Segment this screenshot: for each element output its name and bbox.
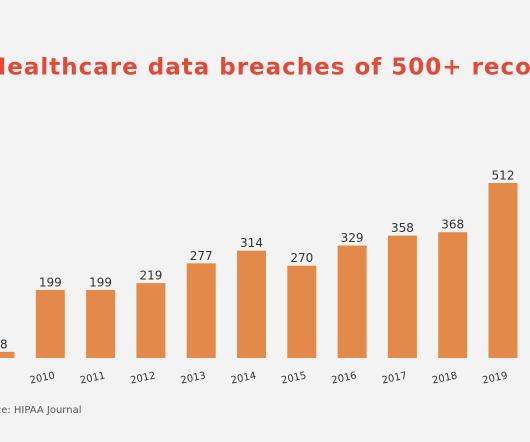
value-label: 199 bbox=[39, 275, 62, 289]
x-tick-label: 2010 bbox=[29, 370, 56, 386]
bar bbox=[35, 289, 65, 358]
value-label: 219 bbox=[139, 269, 162, 283]
bar bbox=[387, 235, 417, 358]
value-label: 368 bbox=[441, 218, 464, 232]
x-tick-label: 2014 bbox=[230, 370, 257, 386]
bar bbox=[136, 283, 166, 358]
value-label: 512 bbox=[492, 169, 515, 183]
bar bbox=[86, 289, 116, 358]
value-label: 18 bbox=[0, 337, 8, 351]
source: Source: HIPAA Journal bbox=[0, 405, 81, 416]
value-label: 199 bbox=[89, 275, 112, 289]
value-label: 329 bbox=[341, 231, 364, 245]
bar bbox=[287, 265, 317, 358]
bar bbox=[186, 263, 216, 358]
value-label: 314 bbox=[240, 236, 263, 250]
x-tick-label: 2013 bbox=[180, 370, 207, 386]
bar bbox=[488, 183, 518, 358]
bar bbox=[337, 245, 367, 358]
x-tick-label: 2012 bbox=[129, 370, 156, 386]
bar bbox=[237, 250, 266, 358]
bar bbox=[0, 351, 15, 358]
value-label: 277 bbox=[190, 249, 213, 263]
x-tick-label: 2019 bbox=[482, 370, 509, 386]
x-tick-label: 2015 bbox=[280, 370, 307, 386]
bar bbox=[438, 232, 468, 358]
x-tick-label: 2016 bbox=[331, 370, 358, 386]
chart-title: Healthcare data breaches of 500+ records bbox=[0, 55, 530, 81]
value-label: 270 bbox=[290, 251, 313, 265]
x-tick-label: 2018 bbox=[431, 370, 458, 386]
value-label: 358 bbox=[391, 221, 414, 235]
x-tick-label: 2011 bbox=[79, 370, 106, 386]
x-tick-label: 2017 bbox=[381, 370, 408, 386]
